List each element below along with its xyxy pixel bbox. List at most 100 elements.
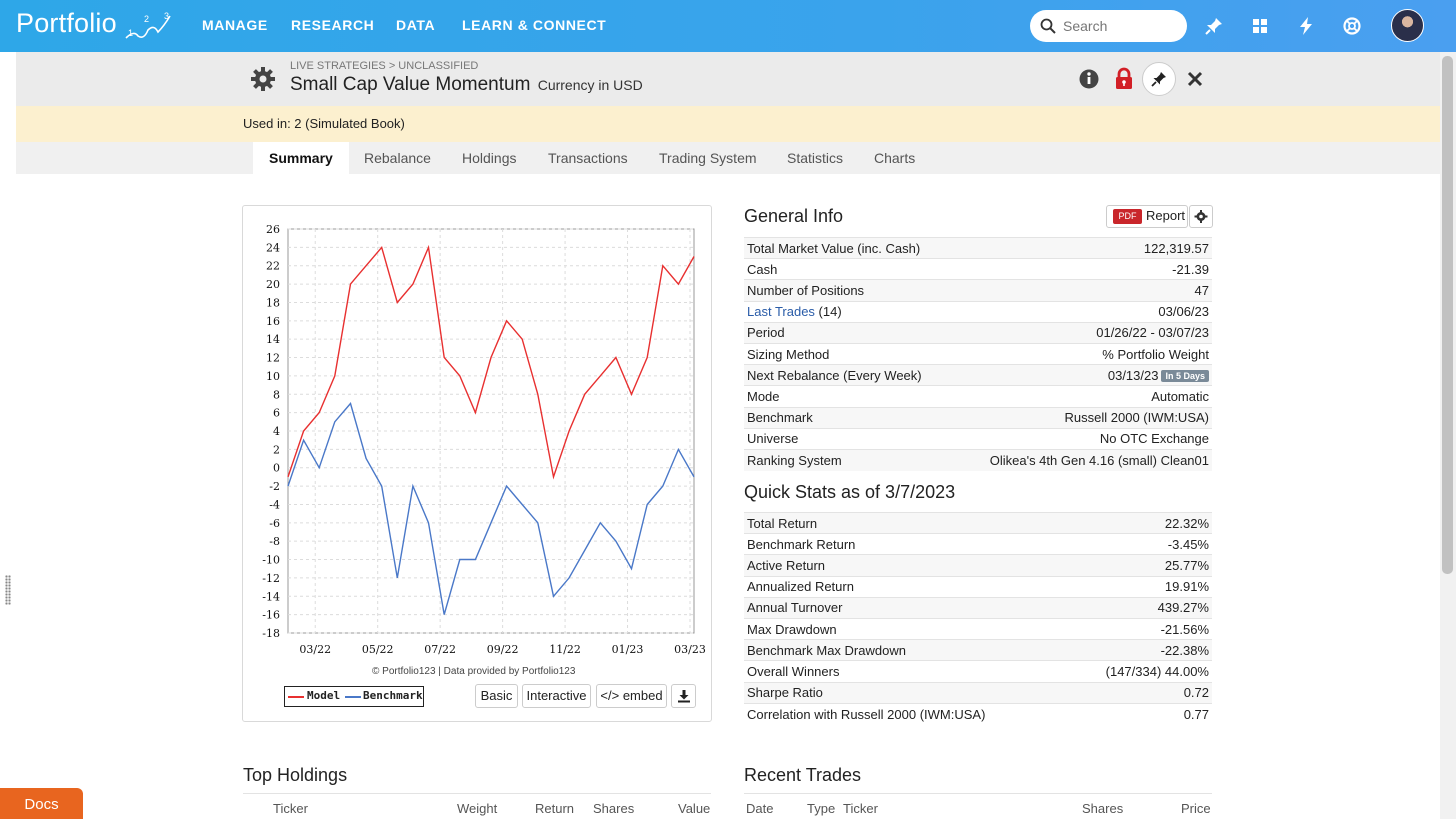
chart-credit: © Portfolio123 | Data provided by Portfo… <box>372 666 576 677</box>
col-header-ticker[interactable]: Ticker <box>273 801 308 816</box>
col-header-price[interactable]: Price <box>1181 801 1211 816</box>
gear-icon <box>1194 210 1208 223</box>
status-badge: In 5 Days <box>1161 369 1209 382</box>
embed-chart-button[interactable]: </> embed <box>596 684 667 708</box>
stat-value: -3.45% <box>1067 533 1212 555</box>
chart-x-tick-label: 11/22 <box>549 643 581 656</box>
col-header-weight[interactable]: Weight <box>457 801 498 816</box>
chart-x-tick-label: 03/23 <box>674 643 706 656</box>
chart-y-tick-label: -4 <box>269 498 280 511</box>
info-value: Automatic <box>952 385 1212 407</box>
quick-stats-table: Total Return 22.32% Benchmark Return -3.45… <box>744 511 1212 725</box>
chart-y-tick-label: -16 <box>262 609 280 622</box>
chart-y-tick-label: 6 <box>273 407 280 420</box>
gear-icon[interactable] <box>250 66 276 92</box>
last-trades-link[interactable]: Last Trades <box>747 304 815 320</box>
stat-label: Annualized Return <box>744 575 1068 598</box>
stat-value: 439.27% <box>1067 596 1212 619</box>
tab-rebalance[interactable]: Rebalance <box>364 150 431 166</box>
logo[interactable]: Portfolio <box>16 8 117 38</box>
ranking-system-link[interactable]: Olikea's 4th Gen 4.16 (small) Clean01 <box>952 448 1212 471</box>
chart-y-tick-label: -18 <box>262 627 280 640</box>
info-value: 01/26/22 - 03/07/23 <box>952 321 1212 344</box>
stat-value: 22.32% <box>1067 511 1212 534</box>
svg-text:1: 1 <box>128 28 133 38</box>
nav-data[interactable]: DATA <box>396 17 436 33</box>
nav-learn-connect[interactable]: LEARN & CONNECT <box>462 17 607 33</box>
last-trades-date-link[interactable]: 03/06/23 <box>952 300 1212 323</box>
basic-chart-button[interactable]: Basic <box>475 684 518 708</box>
tab-trading-system[interactable]: Trading System <box>659 150 757 166</box>
chart-x-tick-label: 07/22 <box>424 643 456 656</box>
stat-label: Correlation with Russell 2000 (IWM:USA) <box>744 702 1068 725</box>
breadcrumb[interactable]: LIVE STRATEGIES > UNCLASSIFIED <box>290 60 479 72</box>
table-row: Benchmark Return -3.45% <box>744 533 1212 555</box>
performance-chart[interactable]: 26242220181614121086420-2-4-6-8-10-12-14… <box>243 206 711 666</box>
info-label: Total Market Value (inc. Cash) <box>744 236 953 259</box>
search-input[interactable]: Search <box>1030 10 1187 42</box>
col-header-shares[interactable]: Shares <box>593 801 635 816</box>
chart-x-tick-label: 09/22 <box>487 643 519 656</box>
interactive-chart-button[interactable]: Interactive <box>522 684 591 708</box>
stat-label: Overall Winners <box>744 660 1068 682</box>
table-row: Cash -21.39 <box>744 258 1212 280</box>
general-info-title: General Info <box>744 206 844 226</box>
info-value: % Portfolio Weight <box>952 342 1212 365</box>
nav-manage[interactable]: MANAGE <box>202 17 268 33</box>
tab-summary[interactable]: Summary <box>269 150 333 166</box>
stat-label: Annual Turnover <box>744 596 1068 619</box>
tab-transactions[interactable]: Transactions <box>548 150 628 166</box>
scrollbar-thumb[interactable] <box>1442 56 1453 574</box>
lightning-icon[interactable] <box>1296 16 1316 36</box>
search-icon <box>1040 18 1056 34</box>
strategy-header <box>16 52 1440 106</box>
info-label: Cash <box>744 258 953 280</box>
info-label: Last Trades (14) <box>744 300 953 323</box>
tab-holdings[interactable]: Holdings <box>462 150 517 166</box>
report-settings-button[interactable] <box>1189 205 1213 228</box>
table-row: Next Rebalance (Every Week) 03/13/23 In 5 … <box>744 364 1212 386</box>
docs-button[interactable]: Docs <box>0 788 83 819</box>
lock-icon[interactable] <box>1109 64 1139 94</box>
top-holdings-title: Top Holdings <box>243 765 348 785</box>
table-row: Sharpe Ratio 0.72 <box>744 681 1212 704</box>
recent-trades-title: Recent Trades <box>744 765 862 785</box>
col-header-ticker[interactable]: Ticker <box>843 801 878 816</box>
col-header-date[interactable]: Date <box>746 801 774 816</box>
col-header-value[interactable]: Value <box>678 801 711 816</box>
nav-research[interactable]: RESEARCH <box>291 17 375 33</box>
resize-handle[interactable] <box>5 575 11 605</box>
divider <box>243 793 711 794</box>
chart-y-tick-label: 26 <box>266 223 280 236</box>
chart-y-tick-label: 22 <box>266 260 280 273</box>
info-icon[interactable] <box>1074 64 1104 94</box>
col-header-return[interactable]: Return <box>535 801 575 816</box>
active-tab-background <box>253 142 349 174</box>
legend-model-label[interactable]: Model <box>307 689 341 702</box>
tab-charts[interactable]: Charts <box>874 150 916 166</box>
support-icon[interactable] <box>1342 16 1362 36</box>
pin-icon[interactable] <box>1204 16 1224 36</box>
col-header-type[interactable]: Type <box>807 801 836 816</box>
download-chart-button[interactable] <box>671 684 696 708</box>
chart-y-tick-label: 20 <box>266 278 280 291</box>
chart-x-tick-label: 05/22 <box>362 643 394 656</box>
download-icon <box>677 690 690 703</box>
stat-value: -22.38% <box>1067 639 1212 661</box>
table-row: Sizing Method% Portfolio Weight <box>744 342 1212 365</box>
top-navbar: Portfolio 1 2 3 MANAGE RESEARCH DATA LEA… <box>0 0 1456 52</box>
currency-label: Currency in USD <box>537 77 643 93</box>
chart-y-tick-label: 0 <box>273 462 280 475</box>
positions-link[interactable]: Number of Positions <box>744 279 953 302</box>
table-row: Universe No OTC Exchange <box>744 427 1212 450</box>
table-row: Benchmark Russell 2000 (IWM:USA) <box>744 406 1212 429</box>
grid-icon[interactable] <box>1250 16 1270 36</box>
close-icon[interactable] <box>1180 64 1210 94</box>
tab-statistics[interactable]: Statistics <box>787 150 844 166</box>
chart-y-tick-label: -6 <box>269 517 280 530</box>
col-header-shares[interactable]: Shares <box>1082 801 1124 816</box>
avatar[interactable] <box>1391 9 1424 42</box>
positions-count-link[interactable]: 47 <box>952 279 1212 302</box>
legend-benchmark-label[interactable]: Benchmark <box>363 689 423 702</box>
chart-series-model <box>287 244 695 480</box>
